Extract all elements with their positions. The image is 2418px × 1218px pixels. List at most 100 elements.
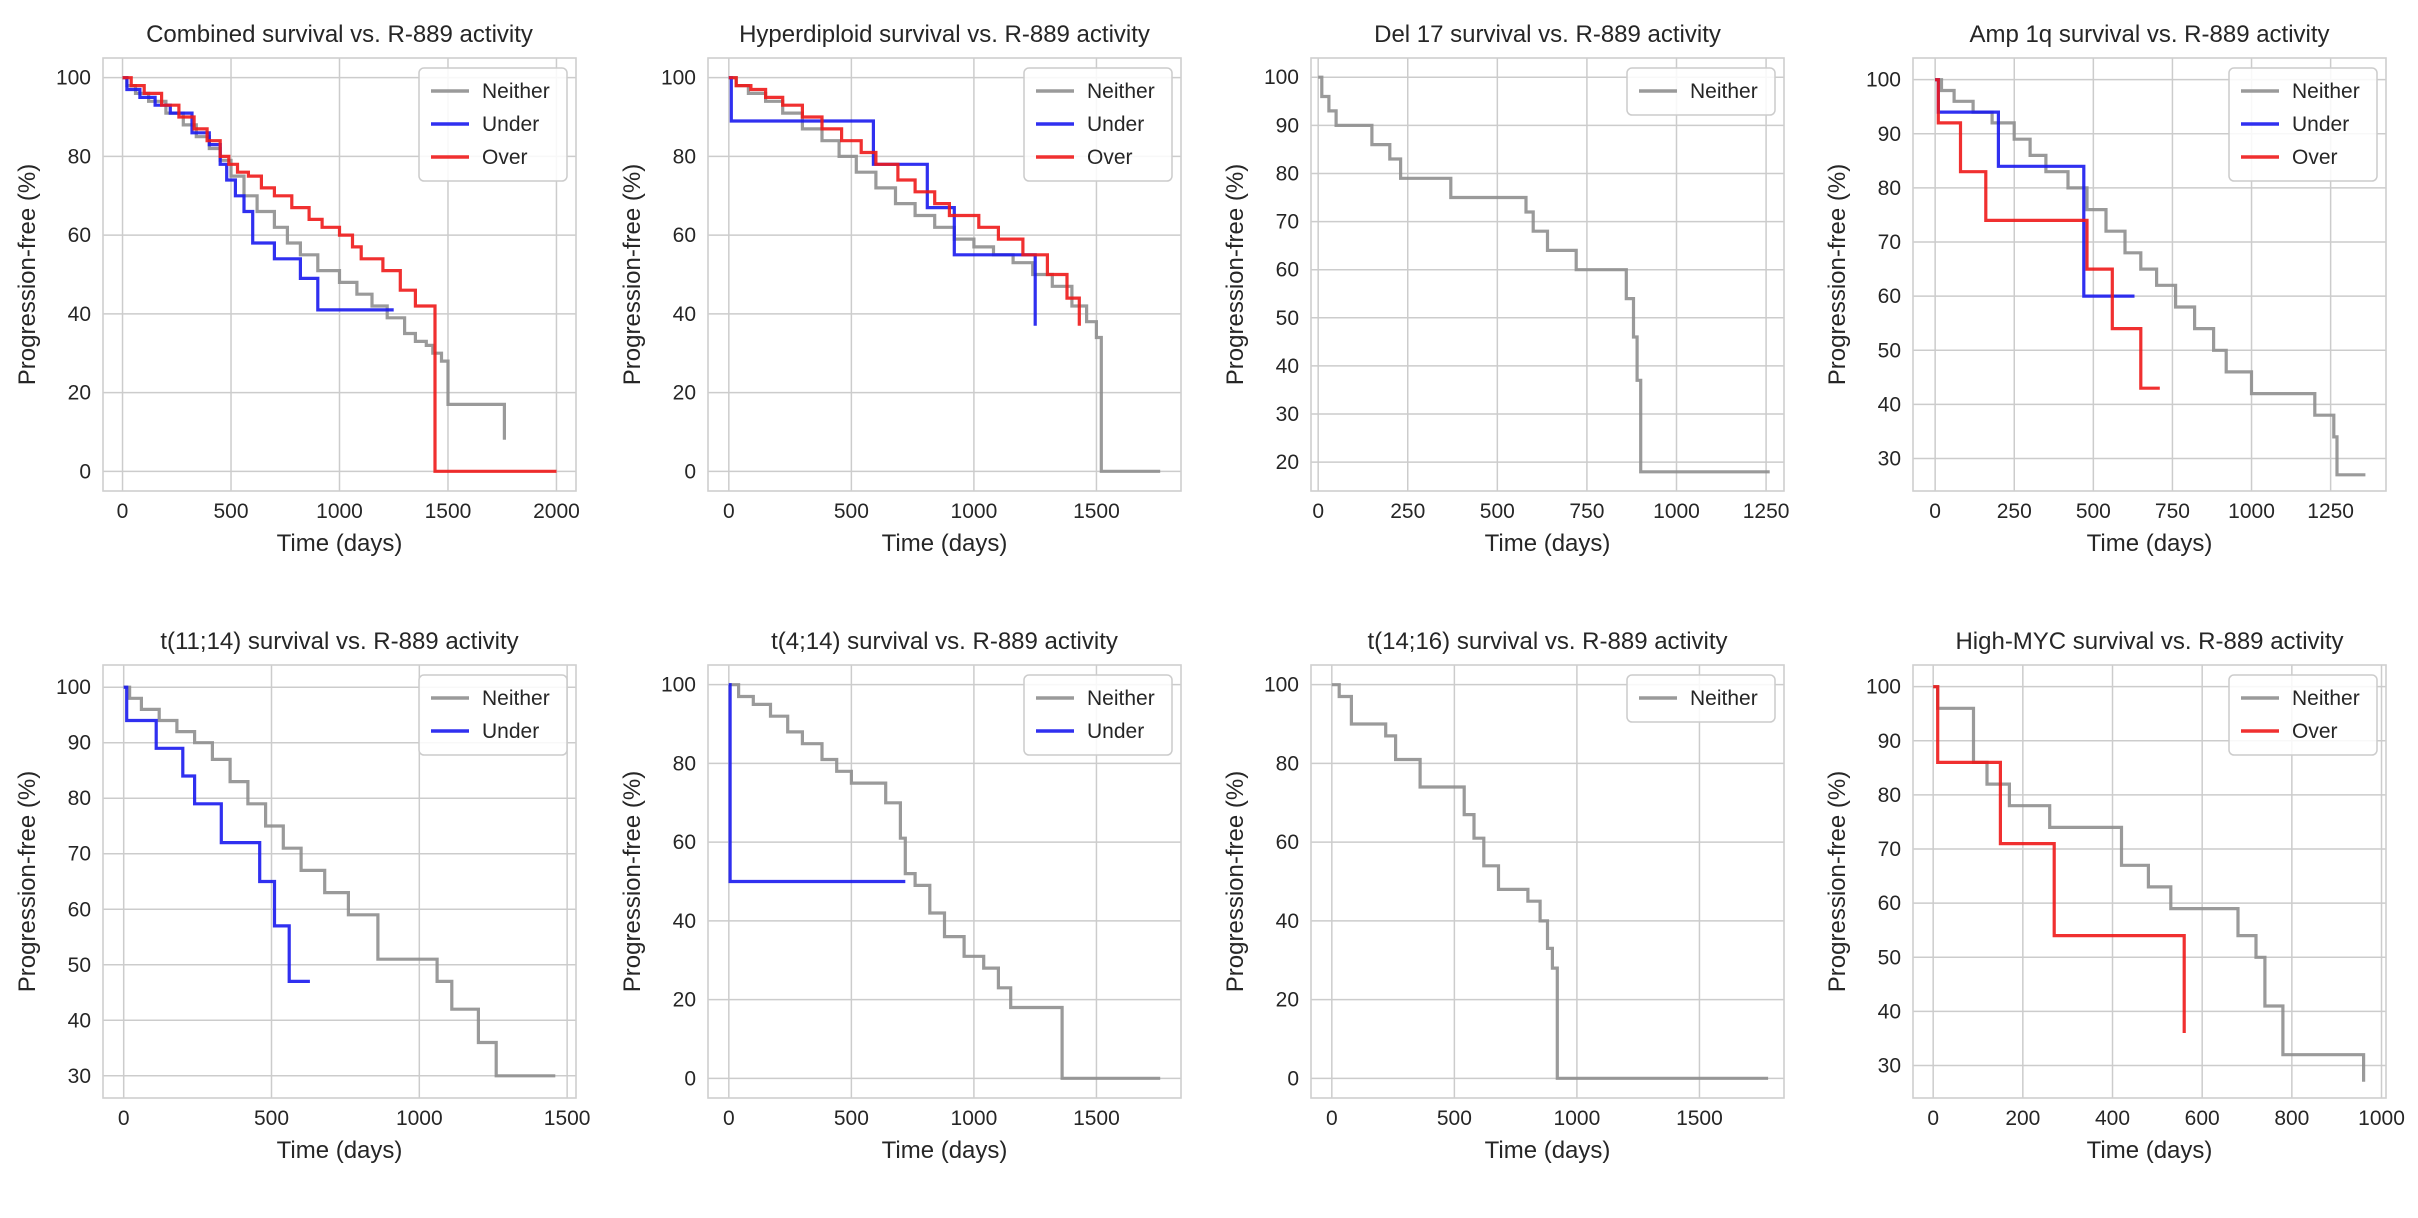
- legend-label-under: Under: [2292, 113, 2349, 136]
- x-tick-label: 1500: [1073, 1107, 1120, 1130]
- x-tick-label: 500: [1480, 500, 1515, 523]
- plot-area: [1912, 57, 2387, 492]
- chart-title: t(14;16) survival vs. R-889 activity: [1367, 628, 1727, 655]
- y-tick-label: 0: [684, 460, 696, 483]
- y-tick-label: 100: [661, 67, 696, 90]
- x-tick-label: 750: [1569, 500, 1604, 523]
- y-tick-label: 100: [661, 674, 696, 697]
- y-tick-label: 30: [1276, 403, 1299, 426]
- x-axis-label: Time (days): [882, 1137, 1008, 1164]
- chart-title: Combined survival vs. R-889 activity: [146, 21, 533, 48]
- y-tick-label: 20: [673, 989, 696, 1012]
- x-tick-label: 1500: [544, 1107, 591, 1130]
- series-line-neither: [728, 76, 1161, 473]
- y-tick-label: 60: [68, 224, 91, 247]
- y-tick-label: 80: [68, 145, 91, 168]
- chart-panel-2: 0 500 1000 1500 0 20 40 60 80 100 Hyperdiploid sur…: [619, 21, 1182, 557]
- y-axis-label: Progression-free (%): [619, 164, 646, 385]
- series-line-over: [728, 76, 1081, 326]
- y-tick-label: 30: [1878, 448, 1901, 471]
- x-tick-label: 500: [1437, 1107, 1472, 1130]
- x-tick-label: 1000: [1554, 1107, 1601, 1130]
- legend-box: [1626, 67, 1776, 116]
- chart-panel-5: 0 500 1000 1500 30 40 50 60 70 80 90 100 t(11;14) su…: [14, 628, 590, 1164]
- y-tick-label: 30: [1878, 1055, 1901, 1078]
- legend-label-under: Under: [482, 113, 539, 136]
- y-axis-label: Progression-free (%): [1824, 771, 1851, 992]
- x-tick-label: 0: [723, 500, 735, 523]
- chart-title: Amp 1q survival vs. R-889 activity: [1969, 21, 2329, 48]
- legend-box: [2228, 674, 2378, 756]
- x-tick-label: 1000: [396, 1107, 443, 1130]
- y-tick-label: 20: [1276, 989, 1299, 1012]
- plot-area: [1912, 664, 2387, 1099]
- x-axis-label: Time (days): [882, 530, 1008, 557]
- x-tick-label: 500: [834, 500, 869, 523]
- y-tick-label: 0: [79, 460, 91, 483]
- legend-box: [2228, 67, 2378, 182]
- legend-box: [1023, 67, 1173, 182]
- series-line-over: [1933, 685, 2186, 1033]
- y-tick-label: 90: [1878, 123, 1901, 146]
- y-tick-label: 100: [1264, 66, 1299, 89]
- x-tick-label: 1250: [2307, 500, 2354, 523]
- x-tick-label: 200: [2005, 1107, 2040, 1130]
- x-tick-label: 800: [2274, 1107, 2309, 1130]
- legend: Neither Under: [418, 674, 568, 756]
- legend: Neither: [1626, 674, 1776, 723]
- legend-label-neither: Neither: [482, 687, 550, 710]
- legend-label-neither: Neither: [482, 80, 550, 103]
- x-tick-label: 1500: [425, 500, 472, 523]
- y-tick-label: 40: [1878, 393, 1901, 416]
- x-axis-label: Time (days): [2087, 1137, 2213, 1164]
- x-tick-label: 1250: [1743, 500, 1790, 523]
- y-tick-label: 0: [684, 1067, 696, 1090]
- y-tick-label: 80: [673, 752, 696, 775]
- chart-panel-6: 0 500 1000 1500 0 20 40 60 80 100 t(4;14) survival…: [619, 628, 1182, 1164]
- y-tick-label: 100: [1866, 69, 1901, 92]
- x-tick-label: 2000: [533, 500, 580, 523]
- series-line-under: [728, 683, 906, 884]
- y-tick-label: 100: [1264, 674, 1299, 697]
- y-tick-label: 0: [1287, 1067, 1299, 1090]
- legend: Neither Under: [1023, 674, 1173, 756]
- legend: Neither Under Over: [2228, 67, 2378, 182]
- x-tick-label: 0: [1929, 500, 1941, 523]
- series-line-under: [728, 76, 1037, 326]
- x-tick-label: 600: [2185, 1107, 2220, 1130]
- x-tick-label: 500: [834, 1107, 869, 1130]
- plot-area: [102, 664, 577, 1099]
- plot-area: [1310, 57, 1785, 492]
- series-line-under: [123, 685, 310, 983]
- series-line-over: [122, 76, 557, 473]
- y-tick-label: 30: [68, 1065, 91, 1088]
- chart-panel-8: 0 200 400 600 800 1000 30 40 50 60 70 80 90 100 High-M…: [1824, 628, 2405, 1164]
- y-tick-label: 40: [1276, 355, 1299, 378]
- x-tick-label: 1000: [316, 500, 363, 523]
- y-tick-label: 70: [1276, 211, 1299, 234]
- series-line-over: [1935, 78, 2160, 390]
- legend-label-under: Under: [1087, 720, 1144, 743]
- y-axis-label: Progression-free (%): [1222, 771, 1249, 992]
- x-axis-label: Time (days): [1485, 530, 1611, 557]
- y-tick-label: 80: [1878, 177, 1901, 200]
- x-axis-label: Time (days): [277, 1137, 403, 1164]
- x-tick-label: 0: [117, 500, 129, 523]
- chart-panel-1: 0 500 1000 1500 2000 0 20 40 60 80 100 Combined sur…: [14, 21, 580, 557]
- x-tick-label: 1000: [2358, 1107, 2405, 1130]
- x-tick-label: 0: [723, 1107, 735, 1130]
- chart-panel-7: 0 500 1000 1500 0 20 40 60 80 100 t(14;16) surviva…: [1222, 628, 1785, 1164]
- chart-title: t(11;14) survival vs. R-889 activity: [160, 628, 518, 655]
- y-tick-label: 20: [68, 382, 91, 405]
- x-tick-label: 1500: [1073, 500, 1120, 523]
- y-tick-label: 40: [673, 910, 696, 933]
- y-tick-label: 40: [1276, 910, 1299, 933]
- legend-label-under: Under: [482, 720, 539, 743]
- legend-label-under: Under: [1087, 113, 1144, 136]
- x-axis-label: Time (days): [2087, 530, 2213, 557]
- y-tick-label: 60: [1878, 892, 1901, 915]
- plot-area: [707, 57, 1182, 492]
- legend-box: [1023, 674, 1173, 756]
- chart-title: High-MYC survival vs. R-889 activity: [1955, 628, 2343, 655]
